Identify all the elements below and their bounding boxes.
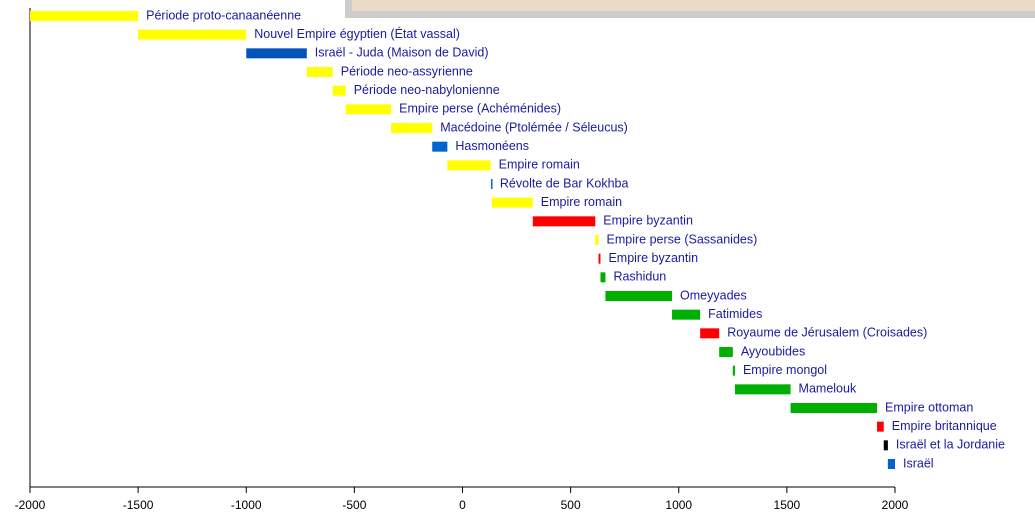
period-bar	[492, 198, 533, 208]
period-label: Empire byzantin	[608, 251, 698, 265]
period-label: Empire mongol	[743, 363, 827, 377]
period-bar	[346, 104, 391, 114]
period-label: Empire romain	[541, 195, 622, 209]
period-bar	[735, 384, 791, 394]
period-bar	[791, 403, 878, 413]
period-bar	[605, 291, 672, 301]
period-bar	[391, 123, 432, 133]
period-bar	[30, 11, 138, 21]
period-label: Révolte de Bar Kokhba	[500, 176, 629, 190]
period-label: Période neo-nabylonienne	[354, 83, 500, 97]
period-bar	[888, 459, 895, 469]
period-label: Israël et la Jordanie	[896, 438, 1005, 452]
x-tick-label: 2000	[882, 498, 909, 512]
chart: -2000 -1500 -1000 -500 0 500 1000 1500 2000 Pério…	[0, 0, 1035, 517]
x-tick-label: 500	[561, 498, 581, 512]
x-tick-label: 0	[459, 498, 466, 512]
period-bar	[246, 48, 307, 58]
period-label: Omeyyades	[680, 288, 747, 302]
period-bar	[672, 310, 700, 320]
x-tick-label: 1500	[774, 498, 801, 512]
period-label: Israël - Juda (Maison de David)	[315, 46, 489, 60]
period-label: Mamelouk	[799, 382, 857, 396]
period-bar	[595, 235, 598, 245]
period-bar	[533, 216, 595, 226]
x-tick-label: -2000	[15, 498, 46, 512]
period-bar	[491, 179, 493, 189]
period-label: Période proto-canaanéenne	[146, 8, 301, 22]
image-fragment	[352, 0, 1035, 11]
x-tick-label: 1000	[665, 498, 692, 512]
x-tick-label: -1500	[123, 498, 154, 512]
x-tick-label: -1000	[231, 498, 262, 512]
period-label: Empire romain	[499, 158, 580, 172]
period-bar	[733, 366, 735, 376]
period-bar	[432, 142, 447, 152]
period-label: Nouvel Empire égyptien (État vassal)	[254, 26, 460, 41]
period-bar	[877, 422, 884, 432]
period-label: Hasmonéens	[455, 139, 529, 153]
period-label: Empire ottoman	[885, 400, 973, 414]
period-bar	[719, 347, 733, 357]
period-bar	[600, 272, 605, 282]
period-bar	[307, 67, 333, 77]
period-label: Israël	[903, 456, 934, 470]
period-label: Rashidun	[613, 270, 666, 284]
period-label: Empire byzantin	[603, 214, 693, 228]
period-bar	[333, 86, 346, 96]
x-tick-label: -500	[342, 498, 366, 512]
period-bar	[138, 30, 246, 40]
period-bar	[447, 160, 490, 170]
period-label: Empire britannique	[892, 419, 997, 433]
period-label: Période neo-assyrienne	[341, 64, 473, 78]
period-label: Royaume de Jérusalem (Croisades)	[727, 326, 927, 340]
period-label: Ayyoubides	[741, 344, 805, 358]
period-label: Empire perse (Achéménides)	[399, 102, 561, 116]
period-label: Empire perse (Sassanides)	[607, 232, 758, 246]
period-label: Macédoine (Ptolémée / Séleucus)	[440, 120, 628, 134]
period-bar	[599, 254, 601, 264]
period-label: Fatimides	[708, 307, 762, 321]
period-bar	[884, 440, 888, 450]
period-bar	[700, 328, 719, 338]
